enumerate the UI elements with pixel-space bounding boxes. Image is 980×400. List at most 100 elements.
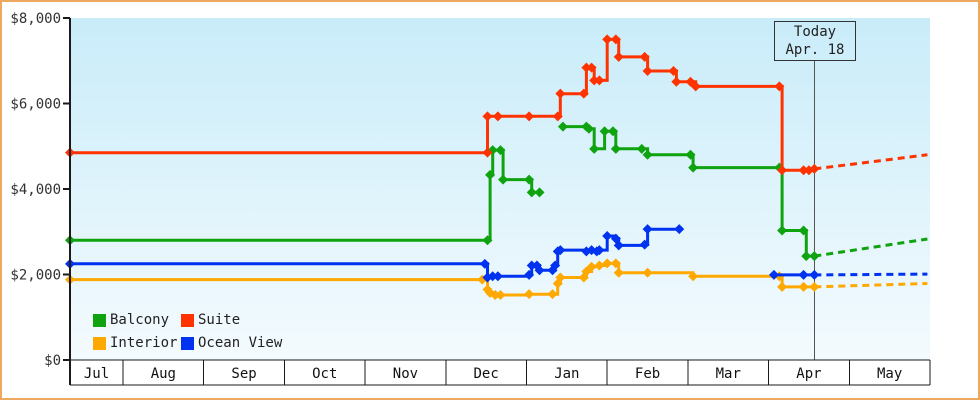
month-label: May <box>877 366 902 382</box>
interior-color-swatch <box>93 336 106 350</box>
balcony-point-marker <box>688 162 699 173</box>
balcony-point-marker <box>801 251 812 262</box>
balcony-point-marker <box>534 187 545 198</box>
month-label: Sep <box>231 366 256 382</box>
interior-point-marker <box>809 281 820 292</box>
legend-label: Interior <box>110 335 178 351</box>
interior-point-marker <box>610 258 621 269</box>
ocean-view-point-marker <box>555 245 566 256</box>
suite-point-marker <box>492 111 503 122</box>
interior-point-marker <box>688 271 699 282</box>
legend-label: Balcony <box>110 312 170 328</box>
ocean-view-point-marker <box>642 224 653 235</box>
suite-point-marker <box>555 88 566 99</box>
suite-point-marker <box>798 165 809 176</box>
suite-point-marker <box>589 75 600 86</box>
today-label: Today <box>793 24 837 40</box>
interior-point-marker <box>586 261 597 272</box>
ocean-view-point-marker <box>602 231 613 242</box>
y-axis-label: $6,000 <box>10 97 61 113</box>
balcony-point-marker <box>685 149 696 160</box>
balcony-color-swatch <box>93 313 106 327</box>
balcony-point-marker <box>557 121 568 132</box>
y-axis-label: $0 <box>44 353 61 369</box>
ocean-view-point-marker <box>526 260 537 271</box>
balcony-point-marker <box>498 174 509 185</box>
month-label: Dec <box>474 366 499 382</box>
ocean-view-point-marker <box>768 269 779 280</box>
interior-point-marker <box>642 267 653 278</box>
plot-background <box>70 18 930 360</box>
ocean-view-point-marker <box>639 239 650 250</box>
month-label: Nov <box>393 366 418 382</box>
interior-point-marker <box>490 290 501 301</box>
suite-point-marker <box>581 62 592 73</box>
suite-point-marker <box>482 111 493 122</box>
ocean-view-point-marker <box>674 224 685 235</box>
y-axis-label: $8,000 <box>10 11 61 27</box>
today-date: Apr. 18 <box>785 42 845 58</box>
suite-point-marker <box>671 76 682 87</box>
legend-item-ocean-view: Ocean View <box>181 335 282 351</box>
suite-point-marker <box>602 34 613 45</box>
month-label: Mar <box>716 366 741 382</box>
balcony-point-marker <box>642 149 653 160</box>
balcony-point-marker <box>777 225 788 236</box>
suite-point-marker <box>613 51 624 62</box>
interior-point-marker <box>555 272 566 283</box>
interior-point-marker <box>495 290 506 301</box>
suite-point-marker <box>524 111 535 122</box>
interior-point-marker <box>602 258 613 269</box>
suite-point-marker <box>642 66 653 77</box>
interior-point-marker <box>524 289 535 300</box>
balcony-point-marker <box>599 126 610 137</box>
suite-point-marker <box>639 51 650 62</box>
suite-point-marker <box>594 75 605 86</box>
balcony-point-marker <box>495 145 506 156</box>
balcony-point-marker <box>482 235 493 246</box>
balcony-point-marker <box>485 169 496 180</box>
balcony-point-marker <box>798 225 809 236</box>
series-balcony-markers <box>65 121 820 262</box>
ocean-view-point-marker <box>492 271 503 282</box>
legend-item-suite: Suite <box>181 312 240 328</box>
month-label: Jan <box>554 366 579 382</box>
month-label: Oct <box>312 366 337 382</box>
suite-point-marker <box>482 147 493 158</box>
balcony-point-marker <box>526 187 537 198</box>
ocean-view-forecast-line <box>814 272 928 277</box>
suite-point-marker <box>809 163 820 174</box>
interior-forecast-line <box>814 281 928 289</box>
suite-point-marker <box>586 62 597 73</box>
suite-point-marker <box>668 66 679 77</box>
legend-item-balcony: Balcony <box>93 312 169 328</box>
ocean-view-point-marker <box>534 265 545 276</box>
suite-point-marker <box>578 88 589 99</box>
month-axis-band: Jul Aug Sep Oct Nov Dec Jan Feb Mar Apr May <box>69 359 931 386</box>
today-annotation: Today Apr. 18 <box>774 21 856 61</box>
balcony-point-marker <box>607 126 618 137</box>
series-ocean-view-markers <box>65 224 820 283</box>
ocean-view-point-marker <box>613 240 624 251</box>
month-label: Aug <box>151 366 176 382</box>
suite-color-swatch <box>181 313 194 327</box>
ocean-view-point-marker <box>487 271 498 282</box>
balcony-point-marker <box>589 143 600 154</box>
ocean-view-point-marker <box>524 269 535 280</box>
month-label: Apr <box>796 366 821 382</box>
balcony-point-marker <box>636 143 647 154</box>
interior-point-marker <box>777 281 788 292</box>
interior-point-marker <box>594 260 605 271</box>
balcony-point-marker <box>583 123 594 134</box>
balcony-point-marker <box>809 251 820 262</box>
ocean-view-point-marker <box>798 269 809 280</box>
interior-point-marker <box>613 267 624 278</box>
legend-label: Suite <box>198 312 241 328</box>
ocean-view-point-marker <box>550 260 561 271</box>
suite-point-marker <box>690 81 701 92</box>
balcony-point-marker <box>610 143 621 154</box>
month-label: Feb <box>635 366 660 382</box>
